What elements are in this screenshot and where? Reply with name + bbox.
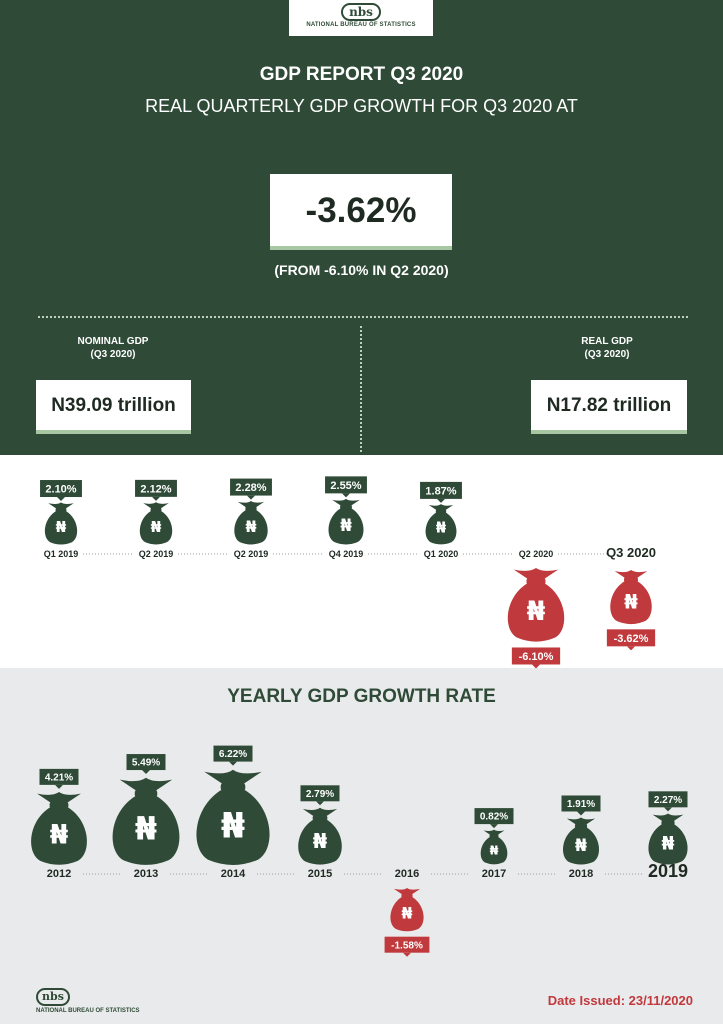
footer-logo: nbs NATIONAL BUREAU OF STATISTICS bbox=[36, 988, 176, 1014]
report-subtitle: REAL QUARTERLY GDP GROWTH FOR Q3 2020 AT bbox=[145, 96, 578, 116]
value-label-text: 2.55% bbox=[330, 480, 361, 492]
value-label-text: 1.87% bbox=[425, 485, 456, 497]
real-gdp-label: REAL GDP (Q3 2020) bbox=[552, 335, 662, 361]
money-bag-icon: ₦ bbox=[196, 769, 270, 866]
category-label: Q2 2019 bbox=[139, 549, 174, 559]
date-issued: Date Issued: 23/11/2020 bbox=[547, 993, 693, 1008]
previous-growth-note: (FROM -6.10% IN Q2 2020) bbox=[274, 262, 449, 278]
money-bag-icon: ₦ bbox=[507, 568, 565, 642]
naira-symbol: ₦ bbox=[662, 834, 675, 855]
naira-symbol: ₦ bbox=[221, 806, 245, 846]
money-bag-icon: ₦ bbox=[648, 813, 688, 865]
naira-symbol: ₦ bbox=[575, 836, 587, 856]
naira-symbol: ₦ bbox=[401, 904, 412, 923]
category-label: 2014 bbox=[221, 868, 246, 880]
value-label-text: 0.82% bbox=[480, 812, 508, 823]
value-label: -1.58% bbox=[384, 936, 430, 957]
money-bag-icon: ₦ bbox=[44, 502, 78, 545]
naira-symbol: ₦ bbox=[436, 520, 446, 537]
report-title: GDP REPORT Q3 2020 bbox=[259, 64, 464, 85]
naira-symbol: ₦ bbox=[151, 518, 162, 536]
category-label: Q4 2019 bbox=[329, 549, 364, 559]
money-bag-icon: ₦ bbox=[562, 817, 600, 865]
value-label: 1.87% bbox=[420, 481, 462, 503]
footer-logo-subtext: NATIONAL BUREAU OF STATISTICS bbox=[36, 1008, 140, 1014]
real-gdp-period: (Q3 2020) bbox=[584, 349, 630, 360]
logo-subtext: NATIONAL BUREAU OF STATISTICS bbox=[306, 22, 416, 28]
naira-symbol: ₦ bbox=[624, 590, 638, 613]
value-label: 5.49% bbox=[126, 754, 166, 775]
money-bag-icon: ₦ bbox=[480, 829, 508, 865]
real-gdp-value: N17.82 trillion bbox=[531, 380, 687, 434]
money-bag-icon: ₦ bbox=[139, 502, 173, 545]
category-label: 2015 bbox=[308, 868, 332, 880]
category-label: 2018 bbox=[569, 868, 593, 880]
value-label: 2.12% bbox=[135, 479, 177, 501]
category-label: 2012 bbox=[47, 868, 71, 880]
value-label-text: -3.62% bbox=[614, 633, 649, 645]
money-bag-icon: ₦ bbox=[112, 777, 180, 865]
category-label: Q1 2019 bbox=[44, 549, 79, 559]
category-label: Q2 2020 bbox=[519, 549, 554, 559]
naira-symbol: ₦ bbox=[50, 820, 69, 851]
category-label: Q3 2020 bbox=[606, 545, 656, 560]
value-label: 2.27% bbox=[648, 791, 688, 812]
naira-symbol: ₦ bbox=[490, 842, 499, 857]
value-label: 6.22% bbox=[213, 745, 253, 766]
divider-vertical bbox=[360, 326, 362, 452]
money-bag-icon: ₦ bbox=[31, 791, 87, 865]
naira-symbol: ₦ bbox=[313, 829, 328, 853]
value-label-text: 2.28% bbox=[235, 482, 266, 494]
category-label: 2016 bbox=[395, 868, 419, 880]
value-label: -6.10% bbox=[511, 647, 561, 669]
value-label-text: -1.58% bbox=[391, 940, 423, 951]
yearly-chart-title: YEARLY GDP GROWTH RATE bbox=[227, 686, 496, 707]
nominal-gdp-period: (Q3 2020) bbox=[90, 349, 136, 360]
money-bag-icon: ₦ bbox=[610, 570, 652, 625]
value-label: -3.62% bbox=[606, 629, 656, 651]
real-gdp-title: REAL GDP bbox=[581, 336, 633, 347]
category-label: 2017 bbox=[482, 868, 506, 880]
value-label-text: 1.91% bbox=[567, 799, 595, 810]
money-bag-icon: ₦ bbox=[425, 504, 457, 545]
logo-mark: nbs bbox=[341, 3, 381, 21]
value-label: 2.28% bbox=[230, 478, 272, 500]
money-bag-icon: ₦ bbox=[390, 887, 424, 932]
money-bag-icon: ₦ bbox=[234, 500, 268, 545]
category-label: 2013 bbox=[134, 868, 158, 880]
value-label-text: 5.49% bbox=[132, 758, 160, 769]
value-label: 2.10% bbox=[40, 480, 82, 502]
naira-symbol: ₦ bbox=[340, 516, 352, 535]
value-label-text: -6.10% bbox=[519, 651, 554, 663]
money-bag-icon: ₦ bbox=[298, 807, 342, 865]
value-label-text: 2.79% bbox=[306, 789, 334, 800]
value-label: 4.21% bbox=[39, 768, 79, 789]
naira-symbol: ₦ bbox=[527, 596, 546, 627]
footer-logo-mark: nbs bbox=[36, 988, 70, 1006]
nominal-gdp-value: N39.09 trillion bbox=[36, 380, 191, 434]
category-label: Q1 2020 bbox=[424, 549, 459, 559]
value-label-text: 2.10% bbox=[45, 483, 76, 495]
naira-symbol: ₦ bbox=[245, 517, 256, 536]
value-label: 2.79% bbox=[300, 785, 340, 806]
category-label: Q2 2019 bbox=[234, 549, 269, 559]
value-label-text: 4.21% bbox=[45, 772, 73, 783]
value-label: 2.55% bbox=[325, 476, 367, 498]
category-label: 2019 bbox=[648, 861, 688, 881]
divider-horizontal bbox=[38, 316, 688, 318]
money-bag-icon: ₦ bbox=[328, 498, 364, 545]
nominal-gdp-title: NOMINAL GDP bbox=[77, 336, 149, 347]
value-label: 1.91% bbox=[561, 795, 601, 816]
value-label-text: 6.22% bbox=[219, 749, 247, 760]
nominal-gdp-label: NOMINAL GDP (Q3 2020) bbox=[58, 335, 168, 361]
value-label: 0.82% bbox=[474, 808, 514, 829]
value-label-text: 2.27% bbox=[654, 795, 682, 806]
naira-symbol: ₦ bbox=[56, 518, 67, 536]
nbs-logo: nbs NATIONAL BUREAU OF STATISTICS bbox=[289, 0, 433, 36]
value-label-text: 2.12% bbox=[140, 483, 171, 495]
headline-growth-value: -3.62% bbox=[270, 174, 452, 250]
naira-symbol: ₦ bbox=[135, 810, 157, 848]
